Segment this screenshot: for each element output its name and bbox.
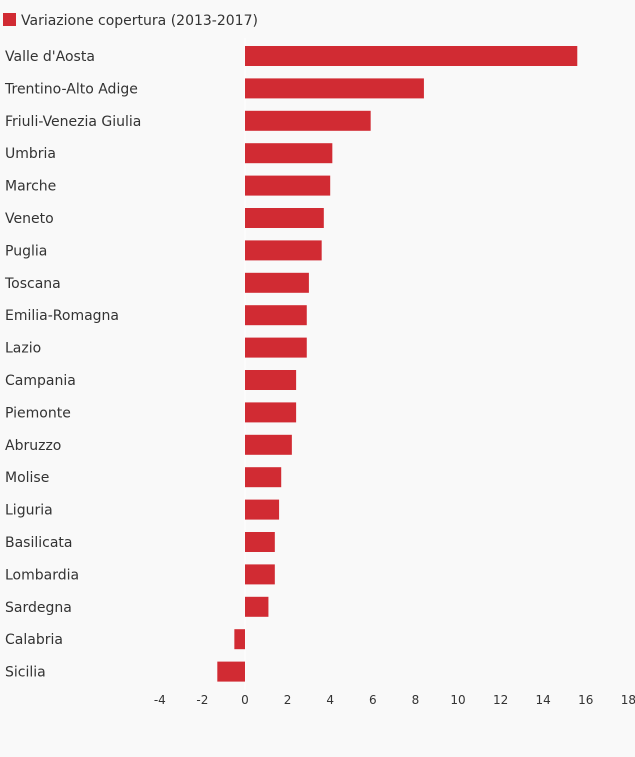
category-labels: Valle d'Aosta Trentino-Alto Adige Friuli-V… — [4, 49, 141, 681]
bar — [245, 143, 333, 164]
x-tick-label: 6 — [369, 693, 377, 707]
category-label: Veneto — [5, 211, 54, 227]
x-tick-label: 4 — [326, 693, 334, 707]
x-tick-label: 14 — [536, 693, 551, 707]
bar — [245, 78, 424, 99]
bar — [245, 434, 292, 455]
bar — [245, 240, 322, 261]
x-tick-label: 18 — [621, 693, 635, 707]
bar — [245, 272, 309, 293]
category-label: Calabria — [5, 632, 63, 648]
category-label: Lombardia — [5, 567, 79, 583]
bar — [245, 564, 275, 585]
bar — [245, 370, 297, 390]
x-tick-label: -2 — [196, 693, 208, 707]
bars-group — [217, 46, 578, 682]
bar — [245, 208, 324, 228]
bar — [217, 661, 245, 682]
bar — [245, 532, 275, 552]
category-label: Puglia — [5, 243, 47, 259]
category-label: Friuli-Venezia Giulia — [5, 114, 141, 130]
x-tick-label: 8 — [412, 693, 420, 707]
bar — [234, 629, 245, 650]
legend-label: Variazione copertura (2013-2017) — [21, 13, 258, 29]
category-label: Liguria — [5, 503, 53, 519]
bar — [245, 337, 307, 358]
bar — [245, 467, 282, 488]
legend: Variazione copertura (2013-2017) — [3, 13, 258, 29]
category-label: Marche — [5, 179, 56, 195]
category-label: Basilicata — [5, 535, 73, 551]
x-tick-label: 2 — [284, 693, 292, 707]
bar — [245, 175, 331, 196]
category-label: Abruzzo — [5, 438, 61, 454]
x-tick-label: 0 — [241, 693, 249, 707]
bar — [245, 46, 578, 66]
legend-swatch — [3, 13, 16, 26]
category-label: Campania — [5, 373, 76, 389]
category-label: Umbria — [5, 146, 56, 162]
category-label: Valle d'Aosta — [5, 49, 95, 65]
category-label: Toscana — [4, 276, 61, 292]
category-label: Emilia-Romagna — [5, 308, 119, 324]
bar — [245, 402, 297, 423]
x-tick-label: -4 — [154, 693, 166, 707]
bar — [245, 305, 307, 326]
x-tick-label: 10 — [450, 693, 465, 707]
x-axis-ticks: -4 -2 0 2 4 6 8 10 12 14 16 18 — [154, 693, 635, 707]
category-label: Sicilia — [5, 665, 46, 681]
bar — [245, 110, 371, 131]
category-label: Piemonte — [5, 405, 71, 421]
x-tick-label: 16 — [578, 693, 593, 707]
bar — [245, 499, 280, 520]
category-label: Sardegna — [5, 600, 72, 616]
category-label: Trentino-Alto Adige — [4, 81, 138, 97]
x-tick-label: 12 — [493, 693, 508, 707]
bar — [245, 596, 269, 617]
category-label: Molise — [5, 470, 49, 486]
category-label: Lazio — [5, 341, 41, 357]
